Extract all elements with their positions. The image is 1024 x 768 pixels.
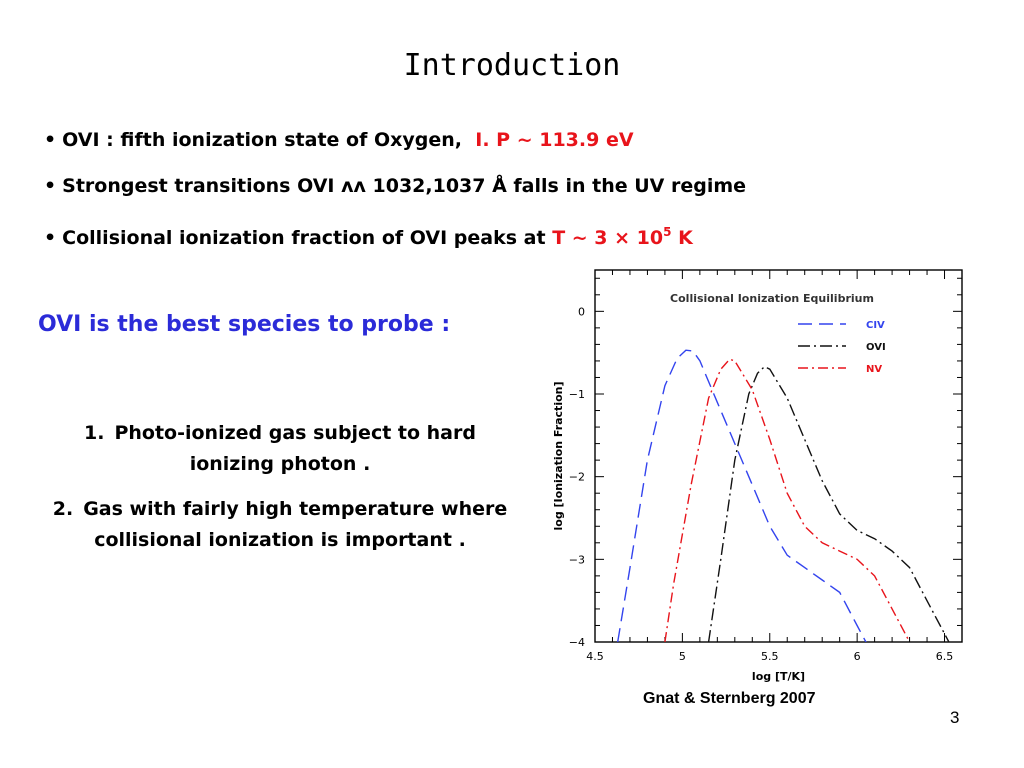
bullet-text: OVI : fifth ionization state of Oxygen, [62, 129, 463, 151]
bullet-transitions: • Strongest transitions OVI ʌʌ 1032,1037 … [44, 170, 1004, 216]
probe-heading: OVI is the best species to probe : [38, 312, 451, 337]
bullet-peak-temperature: • Collisional ionization fraction of OVI … [44, 216, 1004, 262]
item-text: Gas with fairly high temperature where c… [83, 498, 508, 551]
x-axis-label: log [T/K] [752, 670, 805, 683]
chart-title: Collisional Ionization Equilibrium [670, 292, 874, 305]
numbered-item-1: 1. Photo-ionized gas subject to hard ioni… [40, 418, 520, 480]
y-tick-label: −2 [569, 471, 585, 484]
slide-title: Introduction [403, 48, 621, 83]
series-line-ovi [707, 365, 950, 642]
bullet-text: Collisional ionization fraction of OVI p… [62, 227, 546, 249]
x-tick-label: 4.5 [586, 650, 604, 663]
figure-caption: Gnat & Sternberg 2007 [643, 690, 816, 707]
bullet-dot: • [44, 227, 57, 249]
legend-label-civ: CIV [866, 320, 885, 331]
x-tick-label: 5.5 [761, 650, 779, 663]
y-tick-label: −3 [569, 553, 585, 566]
peak-temperature-unit: K [678, 227, 693, 249]
bullet-text: Strongest transitions OVI ʌʌ 1032,1037 Å… [62, 175, 747, 197]
page-number: 3 [950, 708, 960, 727]
chart-background [540, 262, 980, 690]
numbered-list: 1. Photo-ionized gas subject to hard ioni… [40, 418, 520, 570]
x-tick-label: 6 [854, 650, 861, 663]
ionization-potential: I. P ~ 113.9 eV [475, 129, 634, 151]
y-tick-label: 0 [578, 305, 585, 318]
peak-temperature-base: T ~ 3 × 10 [552, 227, 664, 249]
bullet-list: • OVI : fifth ionization state of Oxygen,… [44, 124, 1004, 262]
ionization-chart: 4.5 5 5.5 6 6.5 0 −1 −2 −3 −4 log [T/K] log [Ioniza… [540, 262, 980, 690]
item-text: Photo-ionized gas subject to hard ionizi… [114, 422, 476, 475]
series-line-civ [617, 349, 867, 642]
bullet-dot: • [44, 175, 57, 197]
item-number: 2. [52, 498, 74, 520]
bullet-ovi-definition: • OVI : fifth ionization state of Oxygen,… [44, 124, 1004, 170]
legend-label-ovi: OVI [866, 342, 886, 353]
peak-temperature-exponent: 5 [663, 225, 672, 239]
y-tick-label: −4 [569, 636, 585, 649]
y-tick-label: −1 [569, 388, 585, 401]
y-axis-label: log [Ionization Fraction] [552, 381, 565, 530]
bullet-dot: • [44, 129, 57, 151]
plot-frame [594, 269, 963, 643]
peak-temperature: T ~ 3 × 105 K [552, 225, 693, 249]
x-tick-label: 6.5 [936, 650, 954, 663]
numbered-item-2: 2. Gas with fairly high temperature where… [40, 494, 520, 556]
legend-label-nv: NV [866, 364, 882, 375]
item-number: 1. [84, 422, 105, 444]
x-tick-label: 5 [679, 650, 686, 663]
